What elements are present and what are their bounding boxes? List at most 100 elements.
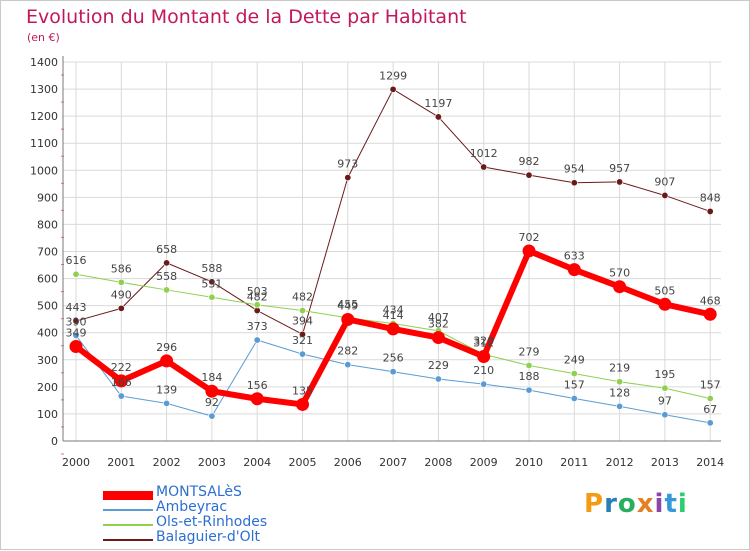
data-label-ambeyrac: 139 bbox=[156, 383, 177, 396]
x-tick-label: 2009 bbox=[470, 456, 498, 469]
legend-swatch bbox=[103, 539, 153, 541]
data-label-balaguier-d-olt: 848 bbox=[700, 191, 721, 204]
data-label-ambeyrac: 210 bbox=[473, 364, 494, 377]
data-label-ols-et-rinhodes: 219 bbox=[609, 362, 630, 375]
y-tick-label: 100 bbox=[37, 408, 58, 421]
data-label-montsal-s: 382 bbox=[428, 318, 449, 331]
data-label-ambeyrac: 229 bbox=[428, 359, 449, 372]
data-label-balaguier-d-olt: 1299 bbox=[379, 69, 407, 82]
y-tick-label: 1200 bbox=[30, 110, 58, 123]
data-label-ols-et-rinhodes: 586 bbox=[111, 262, 132, 275]
y-tick-label: 300 bbox=[37, 354, 58, 367]
legend-label: Ambeyrac bbox=[156, 499, 228, 515]
y-tick-label: 900 bbox=[37, 191, 58, 204]
data-label-ambeyrac: 166 bbox=[111, 376, 132, 389]
x-tick-label: 2014 bbox=[696, 456, 724, 469]
data-point-ols-et-rinhodes bbox=[525, 361, 533, 369]
data-label-ambeyrac: 157 bbox=[564, 378, 585, 391]
data-label-ols-et-rinhodes: 195 bbox=[654, 368, 675, 381]
x-tick-label: 2002 bbox=[153, 456, 181, 469]
data-label-balaguier-d-olt: 973 bbox=[337, 158, 358, 171]
data-label-balaguier-d-olt: 1012 bbox=[470, 147, 498, 160]
data-point-montsal-s bbox=[205, 384, 219, 398]
data-point-ambeyrac bbox=[253, 336, 261, 344]
data-point-ols-et-rinhodes bbox=[117, 278, 125, 286]
data-label-balaguier-d-olt: 982 bbox=[519, 155, 540, 168]
x-tick-label: 2008 bbox=[424, 456, 452, 469]
data-label-ambeyrac: 321 bbox=[292, 334, 313, 347]
y-tick-label: 700 bbox=[37, 246, 58, 259]
data-label-montsal-s: 312 bbox=[473, 337, 494, 350]
data-point-balaguier-d-olt bbox=[480, 163, 488, 171]
data-point-ambeyrac bbox=[434, 375, 442, 383]
data-label-ambeyrac: 373 bbox=[247, 320, 268, 333]
data-label-layer: 443 490 658 588 482 394 973 1299 1197 1012 982 954 9… bbox=[66, 69, 721, 416]
data-point-montsal-s bbox=[658, 297, 672, 311]
data-label-montsal-s: 349 bbox=[66, 327, 87, 340]
data-label-montsal-s: 570 bbox=[609, 267, 630, 280]
data-point-balaguier-d-olt bbox=[570, 179, 578, 187]
data-label-ambeyrac: 67 bbox=[703, 403, 717, 416]
data-point-ols-et-rinhodes bbox=[72, 270, 80, 278]
data-point-balaguier-d-olt bbox=[117, 304, 125, 312]
data-point-ambeyrac bbox=[208, 412, 216, 420]
data-label-montsal-s: 222 bbox=[111, 361, 132, 374]
y-tick-label: 800 bbox=[37, 218, 58, 231]
data-label-montsal-s: 449 bbox=[337, 299, 358, 312]
x-tick-label: 2012 bbox=[606, 456, 634, 469]
data-label-montsal-s: 135 bbox=[292, 384, 313, 397]
y-tick-label: 1000 bbox=[30, 164, 58, 177]
x-tick-label: 2013 bbox=[651, 456, 679, 469]
data-point-ambeyrac bbox=[389, 368, 397, 376]
data-point-montsal-s bbox=[114, 374, 128, 388]
data-point-ols-et-rinhodes bbox=[298, 307, 306, 315]
data-point-ambeyrac bbox=[344, 361, 352, 369]
data-label-ols-et-rinhodes: 455 bbox=[337, 298, 358, 311]
x-tick-label: 2000 bbox=[62, 456, 90, 469]
data-point-ambeyrac bbox=[163, 399, 171, 407]
data-label-balaguier-d-olt: 443 bbox=[66, 301, 87, 314]
legend-swatch bbox=[103, 509, 153, 511]
data-point-balaguier-d-olt bbox=[434, 113, 442, 121]
y-tick-label: 400 bbox=[37, 327, 58, 340]
x-tick-label: 2003 bbox=[198, 456, 226, 469]
data-label-balaguier-d-olt: 907 bbox=[654, 175, 675, 188]
data-label-montsal-s: 468 bbox=[700, 294, 721, 307]
data-label-montsal-s: 633 bbox=[564, 250, 585, 263]
series-layer bbox=[69, 85, 717, 427]
legend-swatch bbox=[103, 524, 153, 526]
data-point-montsal-s bbox=[160, 354, 174, 368]
data-label-ols-et-rinhodes: 249 bbox=[564, 354, 585, 367]
x-tick-label: 2007 bbox=[379, 456, 407, 469]
data-point-ols-et-rinhodes bbox=[163, 286, 171, 294]
data-point-ambeyrac bbox=[298, 350, 306, 358]
legend-label: Balaguier-d'Olt bbox=[156, 529, 260, 545]
data-point-ols-et-rinhodes bbox=[706, 394, 714, 402]
data-point-montsal-s bbox=[567, 263, 581, 277]
data-point-montsal-s bbox=[522, 244, 536, 258]
data-point-montsal-s bbox=[703, 307, 717, 321]
data-point-ambeyrac bbox=[525, 386, 533, 394]
data-label-ambeyrac: 97 bbox=[658, 395, 672, 408]
data-label-ols-et-rinhodes: 279 bbox=[519, 345, 540, 358]
data-label-balaguier-d-olt: 954 bbox=[564, 163, 585, 176]
data-point-ambeyrac bbox=[117, 392, 125, 400]
y-tick-label: 200 bbox=[37, 381, 58, 394]
data-label-ambeyrac: 128 bbox=[609, 386, 630, 399]
y-tick-label: 1300 bbox=[30, 83, 58, 96]
data-point-balaguier-d-olt bbox=[298, 330, 306, 338]
data-label-balaguier-d-olt: 482 bbox=[247, 291, 268, 304]
grid-layer bbox=[63, 61, 721, 441]
axis-layer: 0 100 200 300 400 500 600 700 800 900 1000 1100 1200… bbox=[30, 56, 724, 469]
data-point-ambeyrac bbox=[72, 331, 80, 339]
data-point-ambeyrac bbox=[706, 419, 714, 427]
data-label-balaguier-d-olt: 957 bbox=[609, 162, 630, 175]
data-point-montsal-s bbox=[341, 312, 355, 326]
data-label-ambeyrac: 390 bbox=[66, 315, 87, 328]
y-tick-label: 600 bbox=[37, 273, 58, 286]
data-point-balaguier-d-olt bbox=[208, 278, 216, 286]
data-point-ambeyrac bbox=[661, 411, 669, 419]
data-point-montsal-s bbox=[250, 392, 264, 406]
data-label-ambeyrac: 256 bbox=[383, 352, 404, 365]
